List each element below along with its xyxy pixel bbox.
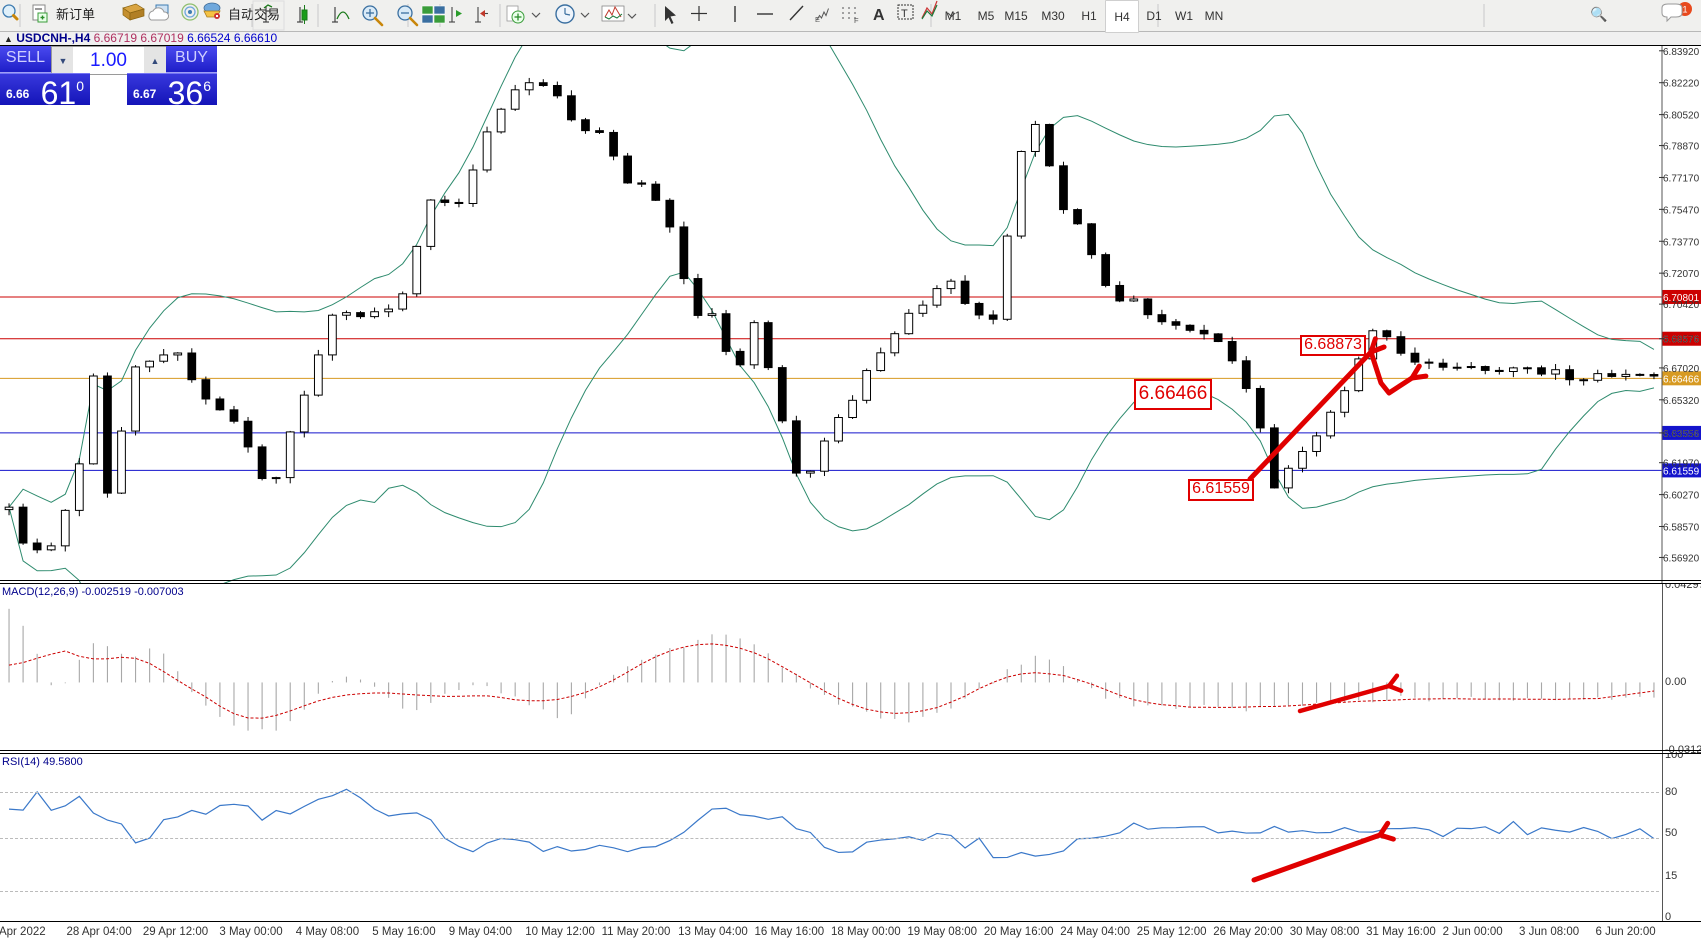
svg-text:1: 1 bbox=[1682, 5, 1687, 15]
svg-text:F: F bbox=[854, 16, 859, 25]
svg-text:🔍: 🔍 bbox=[1590, 5, 1607, 23]
svg-text:新订单: 新订单 bbox=[56, 7, 95, 22]
svg-text:E: E bbox=[815, 15, 820, 24]
svg-text:A: A bbox=[873, 7, 885, 24]
svg-text:T: T bbox=[901, 8, 908, 20]
